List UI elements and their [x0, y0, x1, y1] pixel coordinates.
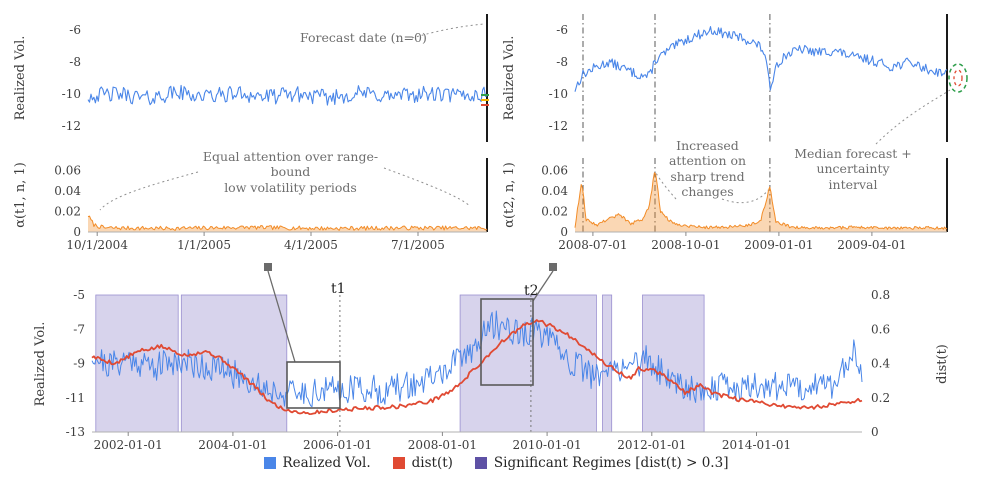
y-tick-label-right: 0.4: [871, 357, 890, 371]
axis-title: dist(t): [935, 344, 950, 384]
legend-label-dist: dist(t): [411, 455, 453, 471]
x-tick-label: 2006-01-01: [303, 438, 372, 452]
x-tick-label: 7/1/2005: [391, 238, 445, 252]
median-forecast-connector: [875, 89, 951, 145]
x-tick-label: 10/1/2004: [66, 238, 128, 252]
significant-regime-band: [459, 294, 597, 433]
t2-connector-line: [532, 270, 554, 302]
legend-item-realized-vol: Realized Vol.: [263, 455, 371, 471]
legend-label-realized-vol: Realized Vol.: [282, 455, 371, 471]
y-tick-label: -10: [549, 87, 568, 101]
y-tick-label: -7: [73, 322, 85, 336]
series-Realized Vol.: [87, 84, 488, 106]
equal-attention-connector-left: [99, 171, 199, 211]
y-tick-label: 0.04: [541, 184, 568, 198]
series-alpha-t1: [87, 215, 488, 231]
significant-regime-band: [180, 294, 288, 433]
t2-callout-box: [480, 298, 534, 386]
increased-attention-connector-right: [721, 189, 769, 204]
y-tick-label: 0.06: [54, 163, 81, 177]
x-tick-label: 2014-01-01: [722, 438, 791, 452]
annotation-forecast-date: Forecast date (n=0): [300, 30, 427, 45]
legend-swatch-dist: [392, 457, 405, 469]
annotation-median-forecast: Median forecast + uncertainty interval: [794, 146, 912, 192]
t2-label: t2: [524, 283, 539, 299]
annotation-increased-attention: Increased attention on sharp trend chang…: [668, 138, 747, 199]
legend: Realized Vol. dist(t) Significant Regime…: [0, 455, 992, 471]
legend-swatch-regimes: [474, 457, 487, 469]
x-tick-label: 2012-01-01: [617, 438, 686, 452]
legend-item-regimes: Significant Regimes [dist(t) > 0.3]: [474, 455, 729, 471]
axis-title: Realized Vol.: [33, 322, 48, 407]
y-tick-label: 0: [73, 225, 81, 239]
y-tick-label-right: 0.8: [871, 288, 890, 302]
uncertainty-interval-ellipse: [948, 63, 968, 93]
x-tick-label: 2002-01-01: [94, 438, 163, 452]
forecast-date-connector: [411, 23, 485, 39]
annotation-equal-attention: Equal attention over range-bound low vol…: [202, 149, 379, 195]
y-tick-label: -6: [69, 23, 81, 37]
t1-connector-square: [264, 263, 272, 271]
legend-item-dist: dist(t): [392, 455, 453, 471]
y-tick-label: -8: [556, 55, 568, 69]
series-dist(t): [91, 319, 863, 415]
y-tick-label: -11: [66, 391, 85, 405]
series-Realized Vol.: [91, 310, 863, 408]
t1-label: t1: [331, 281, 346, 297]
y-tick-label: -12: [549, 119, 568, 133]
axis-title: Realized Vol.: [502, 36, 517, 121]
y-tick-label: 0.02: [541, 204, 568, 218]
chart-top-left: -6 -8 -10 -12 0.06 0.04 0.02 010/1/2004 1/1/2005…: [13, 14, 488, 252]
legend-swatch-realized-vol: [263, 457, 276, 469]
t1-callout-box: [286, 361, 341, 409]
y-tick-label: -5: [73, 288, 85, 302]
x-tick-label: 2008-01-01: [408, 438, 477, 452]
x-tick-label: 2009-04-01: [837, 238, 906, 252]
x-tick-label: 2008-10-01: [651, 238, 720, 252]
y-tick-label: 0: [560, 225, 568, 239]
y-tick-label-right: 0: [871, 425, 879, 439]
axis-title: Realized Vol.: [13, 36, 28, 121]
y-tick-label-right: 0.2: [871, 391, 890, 405]
x-tick-label: 4/1/2005: [284, 238, 338, 252]
equal-attention-connector-right: [383, 167, 471, 207]
t2-connector-square: [549, 263, 557, 271]
x-tick-label: 2009-01-01: [744, 238, 813, 252]
series-Realized Vol.: [574, 26, 948, 92]
median-forecast-ellipse: [953, 69, 963, 87]
y-tick-label: -9: [73, 357, 85, 371]
y-tick-label: -12: [62, 119, 81, 133]
y-tick-label: -13: [66, 425, 85, 439]
y-tick-label-right: 0.6: [871, 322, 890, 336]
axis-title: α(t2, n, 1): [502, 162, 517, 228]
y-tick-label: 0.04: [54, 184, 81, 198]
x-tick-label: 1/1/2005: [177, 238, 231, 252]
increased-attention-connector-left: [655, 172, 677, 200]
y-tick-label: -8: [69, 55, 81, 69]
y-tick-label: -10: [62, 87, 81, 101]
x-tick-label: 2008-07-01: [558, 238, 627, 252]
t1-connector-line: [267, 270, 296, 363]
x-tick-label: 2010-01-01: [513, 438, 582, 452]
axis-title: α(t1, n, 1): [13, 162, 28, 228]
y-tick-label: 0.06: [541, 163, 568, 177]
chart-bottom: -5 -7 -9 -11 -13 0.8 0.6 0.4 0.2 0 2002-01-01 2004-…: [33, 288, 950, 452]
y-tick-label: 0.02: [54, 204, 81, 218]
series-area-alpha-t2: [575, 172, 947, 232]
x-tick-label: 2004-01-01: [198, 438, 267, 452]
legend-label-regimes: Significant Regimes [dist(t) > 0.3]: [493, 455, 729, 471]
y-tick-label: -6: [556, 23, 568, 37]
series-alpha-t2: [574, 172, 948, 230]
